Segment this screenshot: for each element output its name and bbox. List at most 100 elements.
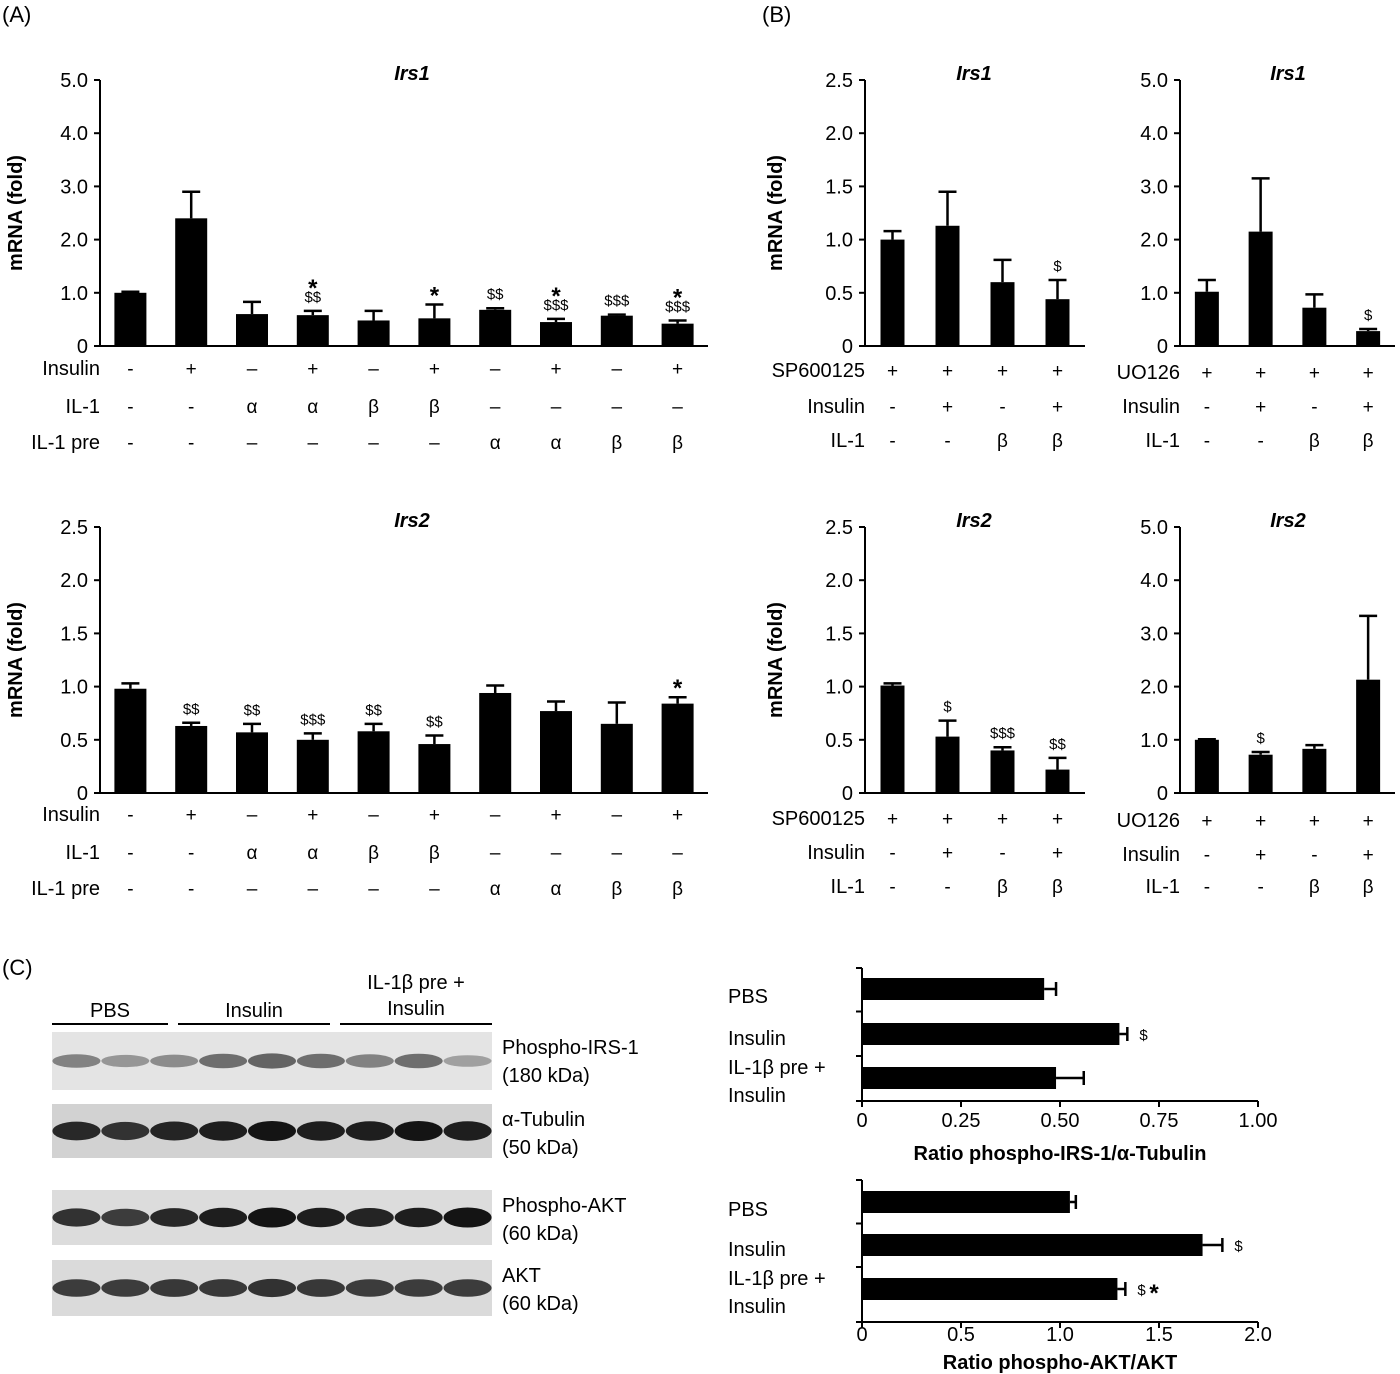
- y-tick-label: 4.0: [1140, 570, 1168, 592]
- condition-row-label: Insulin: [807, 842, 865, 864]
- condition-row-label: IL-1: [66, 842, 100, 864]
- blot-band: [443, 1055, 492, 1067]
- condition-row-label: Insulin: [42, 358, 100, 380]
- condition-cell: +: [550, 359, 561, 380]
- condition-cell: –: [612, 397, 623, 418]
- bar: [540, 711, 572, 793]
- bar: [236, 314, 268, 346]
- blot-band: [150, 1054, 199, 1068]
- significance-dollar: $: [1137, 1282, 1146, 1299]
- group-label: IL-1β pre +: [367, 972, 465, 994]
- y-tick-label: 5.0: [60, 70, 88, 92]
- blot-band: [101, 1121, 150, 1141]
- condition-cell: +: [307, 805, 318, 826]
- category-label: PBS: [728, 986, 768, 1008]
- condition-row-label: Insulin: [1122, 396, 1180, 418]
- condition-row-label: IL-1 pre: [31, 432, 100, 454]
- blot-band: [394, 1279, 443, 1297]
- bar: [1045, 299, 1070, 346]
- y-tick-label: 5.0: [1140, 70, 1168, 92]
- significance-dollar: $$$: [665, 298, 691, 315]
- blot-band: [248, 1207, 296, 1228]
- bar: [114, 688, 147, 793]
- condition-cell: β: [1363, 431, 1374, 452]
- condition-cell: –: [308, 433, 319, 454]
- bar: [1248, 231, 1273, 346]
- condition-cell: –: [429, 433, 440, 454]
- condition-cell: β: [611, 433, 622, 454]
- y-tick-label: 2.0: [60, 570, 88, 592]
- y-axis-label: mRNA (fold): [765, 155, 787, 271]
- condition-cell: +: [1201, 363, 1212, 384]
- bar: [862, 1191, 1070, 1213]
- bar: [418, 744, 451, 793]
- bar: [661, 703, 694, 793]
- condition-cell: -: [1204, 877, 1210, 898]
- x-tick-label: 1.0: [1046, 1324, 1074, 1346]
- condition-cell: +: [186, 359, 197, 380]
- bar: [1248, 754, 1273, 793]
- blot-band: [296, 1207, 345, 1228]
- blot-band: [345, 1279, 394, 1297]
- condition-cell: +: [1363, 363, 1374, 384]
- bar: [935, 225, 960, 346]
- condition-cell: -: [188, 879, 194, 900]
- condition-cell: β: [429, 843, 440, 864]
- chart-title: Irs1: [956, 63, 992, 85]
- blot-band: [394, 1053, 443, 1069]
- y-tick-label: 0: [1157, 783, 1168, 805]
- condition-cell: +: [997, 361, 1008, 382]
- bar: [1194, 291, 1219, 346]
- significance-dollar: $: [1139, 1027, 1148, 1044]
- significance-star: *: [673, 675, 683, 702]
- condition-row-label: IL-1: [831, 430, 865, 452]
- condition-row-label: Insulin: [1122, 844, 1180, 866]
- condition-cell: –: [612, 843, 623, 864]
- significance-star: *: [308, 275, 318, 302]
- blot-size-label: (180 kDa): [502, 1065, 590, 1087]
- y-tick-label: 1.0: [60, 283, 88, 305]
- panel-label-a: (A): [2, 2, 31, 27]
- blot-band: [150, 1121, 199, 1141]
- condition-cell: -: [127, 805, 133, 826]
- condition-cell: +: [1201, 811, 1212, 832]
- bar: [357, 731, 390, 793]
- condition-cell: -: [1204, 397, 1210, 418]
- condition-cell: β: [611, 879, 622, 900]
- blot-size-label: (60 kDa): [502, 1293, 579, 1315]
- condition-row-label: Insulin: [42, 804, 100, 826]
- condition-cell: –: [490, 397, 501, 418]
- bar: [175, 218, 208, 346]
- blot-size-label: (60 kDa): [502, 1223, 579, 1245]
- condition-cell: +: [1052, 361, 1063, 382]
- y-tick-label: 4.0: [60, 123, 88, 145]
- y-tick-label: 1.0: [1140, 730, 1168, 752]
- condition-cell: -: [889, 877, 895, 898]
- significance-dollar: $: [1256, 730, 1265, 747]
- bar: [880, 239, 905, 346]
- condition-cell: +: [1052, 843, 1063, 864]
- blot-band: [296, 1121, 345, 1141]
- significance-dollar: $: [943, 699, 952, 716]
- condition-cell: +: [429, 359, 440, 380]
- y-tick-label: 1.0: [60, 677, 88, 699]
- condition-cell: +: [1363, 397, 1374, 418]
- condition-cell: +: [429, 805, 440, 826]
- significance-dollar: $$: [304, 289, 321, 306]
- condition-cell: –: [490, 843, 501, 864]
- condition-cell: β: [1052, 877, 1063, 898]
- bar: [540, 322, 572, 346]
- significance-dollar: $$$: [543, 297, 569, 314]
- category-label: Insulin: [728, 1085, 786, 1107]
- bar: [600, 315, 633, 346]
- blot-band: [101, 1054, 150, 1068]
- category-label: Insulin: [728, 1028, 786, 1050]
- blot-band: [345, 1121, 394, 1141]
- condition-cell: -: [127, 359, 133, 380]
- chart-C-akt: 0 0.5 1.0 1.5 2.0 Ratio phospho-AKT/AKT PBS Ins…: [728, 1179, 1272, 1374]
- condition-cell: –: [672, 843, 683, 864]
- blot-band: [394, 1207, 443, 1228]
- category-label: IL-1β pre +: [728, 1057, 826, 1079]
- condition-cell: +: [1309, 811, 1320, 832]
